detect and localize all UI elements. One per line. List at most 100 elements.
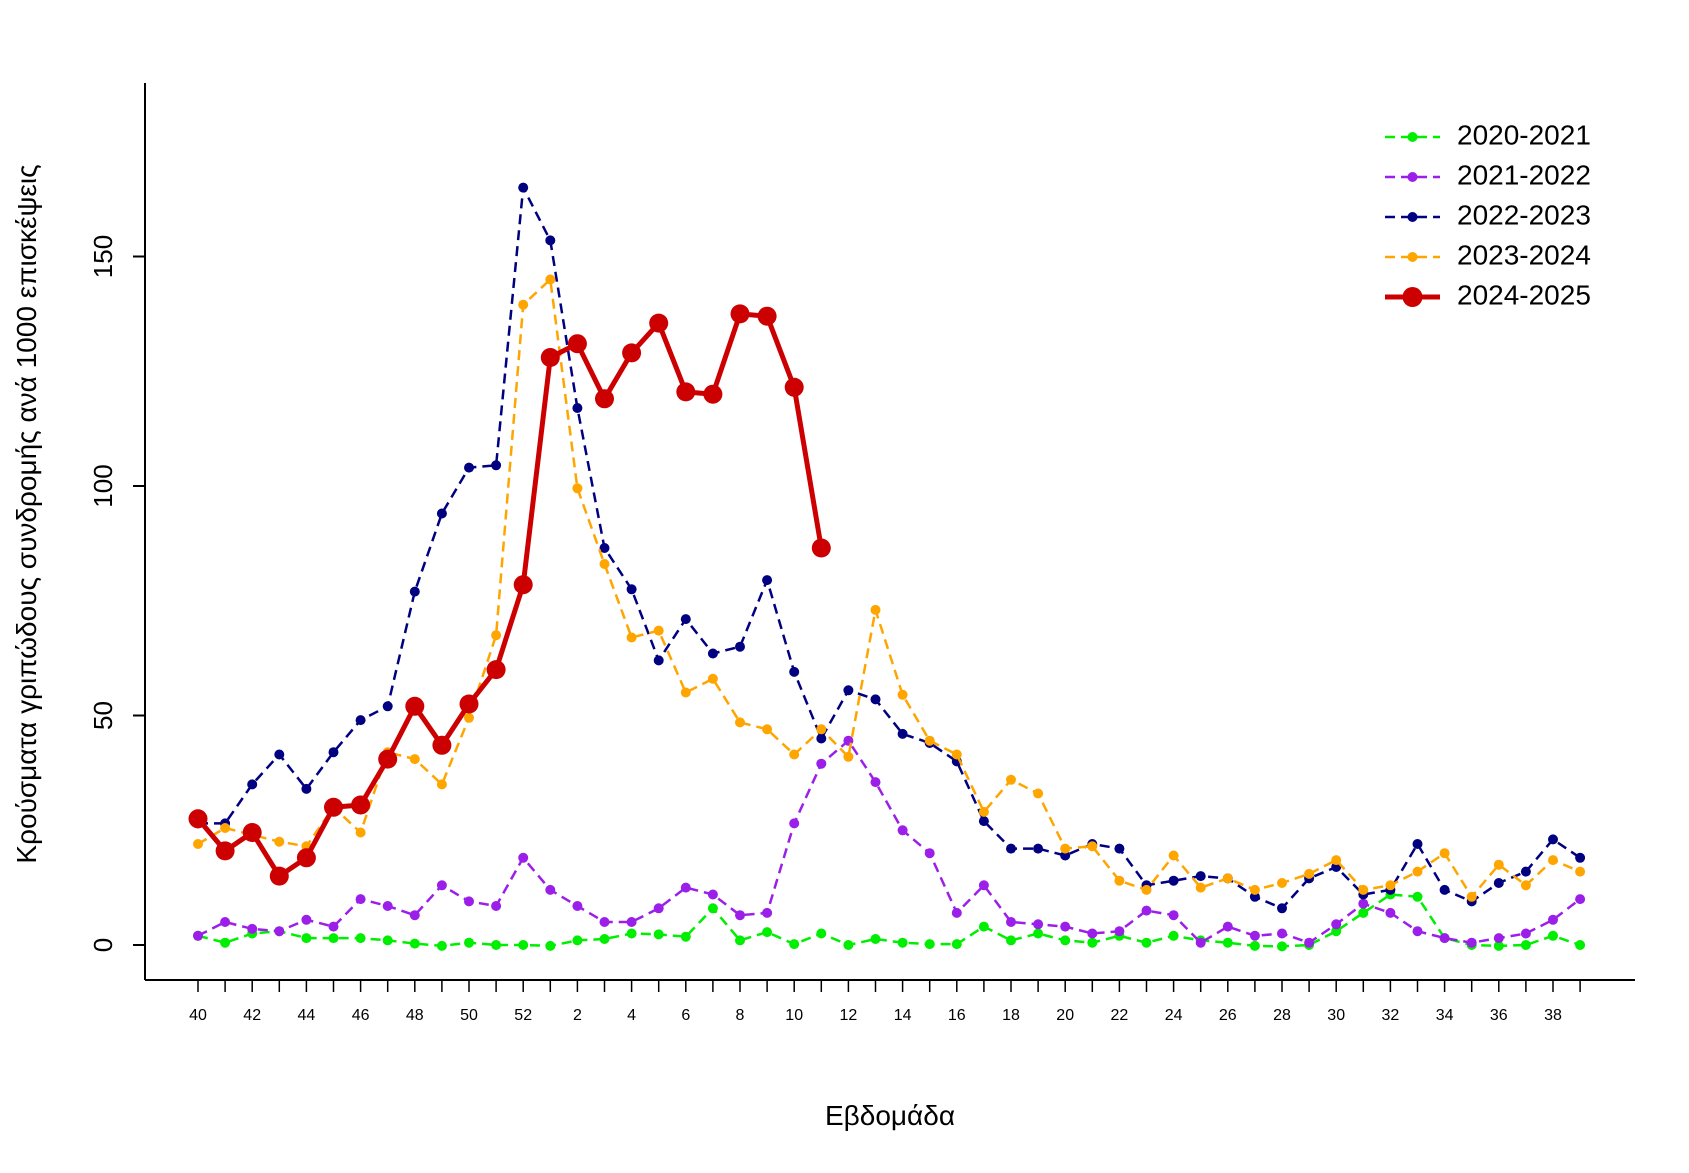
data-point — [870, 604, 881, 615]
data-point — [518, 182, 529, 193]
data-point — [378, 749, 398, 769]
data-point — [653, 903, 664, 914]
series-2022-2023 — [193, 182, 1586, 914]
data-point — [220, 917, 231, 927]
x-tick-label: 14 — [894, 1007, 912, 1024]
data-point — [1195, 937, 1206, 948]
legend-label: 2020-2021 — [1457, 119, 1591, 150]
data-point — [707, 648, 718, 659]
data-point — [762, 575, 773, 586]
data-point — [735, 717, 745, 728]
data-point — [1033, 928, 1044, 939]
data-point — [572, 403, 583, 413]
data-point — [1277, 903, 1287, 914]
data-point — [355, 715, 366, 726]
data-point — [978, 806, 989, 817]
data-point — [1385, 880, 1396, 891]
data-point — [409, 754, 420, 765]
x-tick-label: 22 — [1111, 1007, 1129, 1024]
data-point — [1520, 866, 1531, 877]
data-point — [1493, 878, 1504, 888]
data-point — [843, 685, 854, 696]
data-point — [599, 934, 610, 944]
series-2021-2022 — [193, 735, 1586, 948]
legend-item-2022-2023: 2022-2023 — [1385, 199, 1591, 230]
data-point — [1141, 937, 1152, 948]
data-point — [1575, 852, 1586, 863]
data-point — [545, 884, 556, 895]
legend-marker — [1407, 252, 1418, 262]
x-tick-label: 30 — [1327, 1007, 1345, 1024]
x-tick-label: 44 — [298, 1007, 316, 1024]
data-point — [924, 848, 935, 859]
data-point — [355, 894, 366, 905]
data-point — [649, 313, 669, 333]
data-point — [1493, 933, 1504, 944]
data-point — [1412, 866, 1423, 877]
data-point — [1114, 875, 1125, 886]
x-ticks: 40 42 44 46 48 50 52 2 4 6 8 10 12 14 16 18 20 22 24 26 28 30… — [189, 980, 1581, 1024]
data-point — [843, 751, 854, 762]
y-tick-label: 50 — [88, 701, 118, 730]
data-point — [762, 724, 773, 735]
data-point — [1439, 848, 1450, 859]
data-point — [1520, 880, 1531, 891]
data-point — [676, 382, 696, 402]
data-point — [924, 735, 935, 746]
data-point — [459, 694, 479, 714]
data-point — [789, 666, 800, 677]
data-point — [274, 836, 285, 847]
data-point — [897, 728, 908, 739]
x-tick-label: 40 — [189, 1007, 207, 1024]
data-point — [220, 937, 231, 948]
x-tick-label: 6 — [681, 1007, 690, 1024]
x-tick-label: 52 — [514, 1007, 532, 1024]
data-point — [816, 733, 827, 744]
data-point — [518, 852, 529, 863]
y-ticks: 0 50 100 150 — [88, 235, 145, 952]
data-point — [1520, 940, 1531, 950]
data-point — [680, 931, 691, 942]
data-point — [1520, 928, 1531, 939]
data-point — [572, 935, 583, 946]
x-tick-label: 24 — [1165, 1007, 1183, 1024]
data-point — [1575, 940, 1586, 950]
data-point — [626, 584, 637, 595]
data-point — [1087, 937, 1098, 948]
x-tick-label: 34 — [1436, 1007, 1454, 1024]
data-point — [464, 937, 474, 948]
data-point — [1548, 834, 1558, 845]
data-point — [540, 348, 560, 367]
data-point — [653, 625, 664, 636]
data-point — [1277, 941, 1287, 952]
data-point — [1385, 907, 1396, 918]
axes — [144, 83, 1635, 981]
data-point — [1249, 940, 1260, 951]
data-point — [1331, 926, 1342, 937]
data-point — [1033, 788, 1044, 799]
x-tick-label: 42 — [243, 1007, 261, 1024]
data-point — [897, 937, 908, 948]
x-tick-label: 4 — [627, 1007, 636, 1024]
data-point — [707, 903, 718, 914]
data-point — [1060, 935, 1071, 946]
data-point — [491, 460, 502, 471]
data-point — [1412, 891, 1423, 902]
data-point — [1006, 917, 1016, 927]
legend-label: 2024-2025 — [1457, 279, 1591, 310]
data-point — [1304, 937, 1315, 948]
data-point — [1548, 914, 1558, 925]
data-point — [1222, 921, 1233, 932]
data-point — [491, 630, 502, 641]
data-point — [274, 749, 285, 760]
data-point — [1222, 937, 1233, 948]
legend-marker — [1407, 212, 1418, 222]
data-point — [870, 694, 881, 705]
x-tick-label: 20 — [1056, 1007, 1074, 1024]
data-point — [1304, 868, 1315, 879]
data-point — [762, 927, 773, 938]
data-point — [301, 914, 312, 925]
data-point — [784, 377, 804, 397]
data-point — [1168, 850, 1179, 861]
